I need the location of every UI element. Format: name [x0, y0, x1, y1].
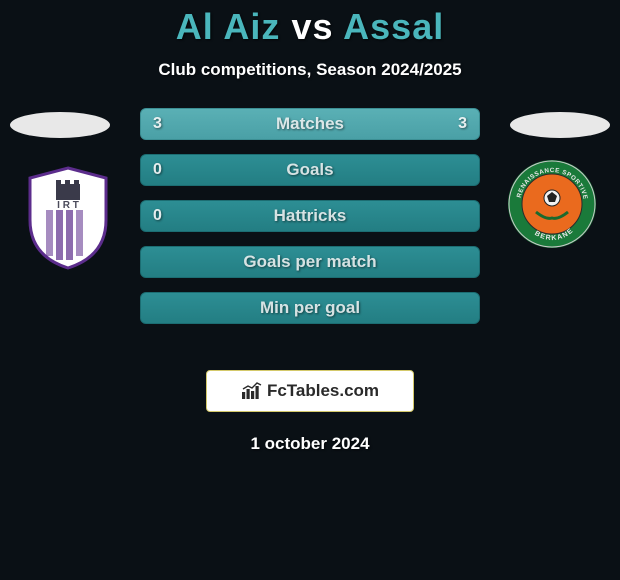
footer-logo-text: FcTables.com	[267, 381, 379, 401]
stat-row-mpg: Min per goal	[140, 292, 480, 324]
team1-badge: I R T	[22, 164, 114, 272]
stat-row-matches: 3 Matches 3	[140, 108, 480, 140]
goals-left: 0	[153, 161, 162, 179]
team1-name: Al Aiz	[176, 6, 281, 47]
page-title: Al Aiz vs Assal	[0, 6, 620, 48]
matches-left: 3	[153, 115, 162, 133]
mpg-label: Min per goal	[260, 298, 360, 318]
footer-logo-inner: FcTables.com	[241, 381, 379, 401]
stat-rows: 3 Matches 3 0 Goals 0 Hattricks Goals pe…	[140, 108, 480, 338]
stat-row-goals: 0 Goals	[140, 154, 480, 186]
hattricks-left: 0	[153, 207, 162, 225]
gpm-label: Goals per match	[243, 252, 376, 272]
footer-date: 1 october 2024	[0, 434, 620, 454]
infographic-container: Al Aiz vs Assal Club competitions, Seaso…	[0, 0, 620, 454]
round-crest-icon: RENAISSANCE SPORTIVE BERKANE	[506, 158, 598, 250]
subtitle: Club competitions, Season 2024/2025	[0, 60, 620, 80]
goals-label: Goals	[286, 160, 333, 180]
stat-row-hattricks: 0 Hattricks	[140, 200, 480, 232]
team2-badge: RENAISSANCE SPORTIVE BERKANE	[506, 158, 598, 250]
right-oval-shadow	[510, 112, 610, 138]
left-oval-shadow	[10, 112, 110, 138]
matches-right: 3	[458, 115, 467, 133]
team2-name: Assal	[343, 6, 444, 47]
stat-row-gpm: Goals per match	[140, 246, 480, 278]
bar-chart-icon	[241, 382, 263, 400]
shield-icon: I R T	[22, 164, 114, 272]
footer-logo: FcTables.com	[206, 370, 414, 412]
hattricks-label: Hattricks	[274, 206, 347, 226]
vs-connector: vs	[291, 6, 333, 47]
stats-area: I R T RENAISSANCE SPORTIVE	[0, 108, 620, 368]
matches-label: Matches	[276, 114, 344, 134]
svg-text:I R T: I R T	[57, 200, 79, 211]
